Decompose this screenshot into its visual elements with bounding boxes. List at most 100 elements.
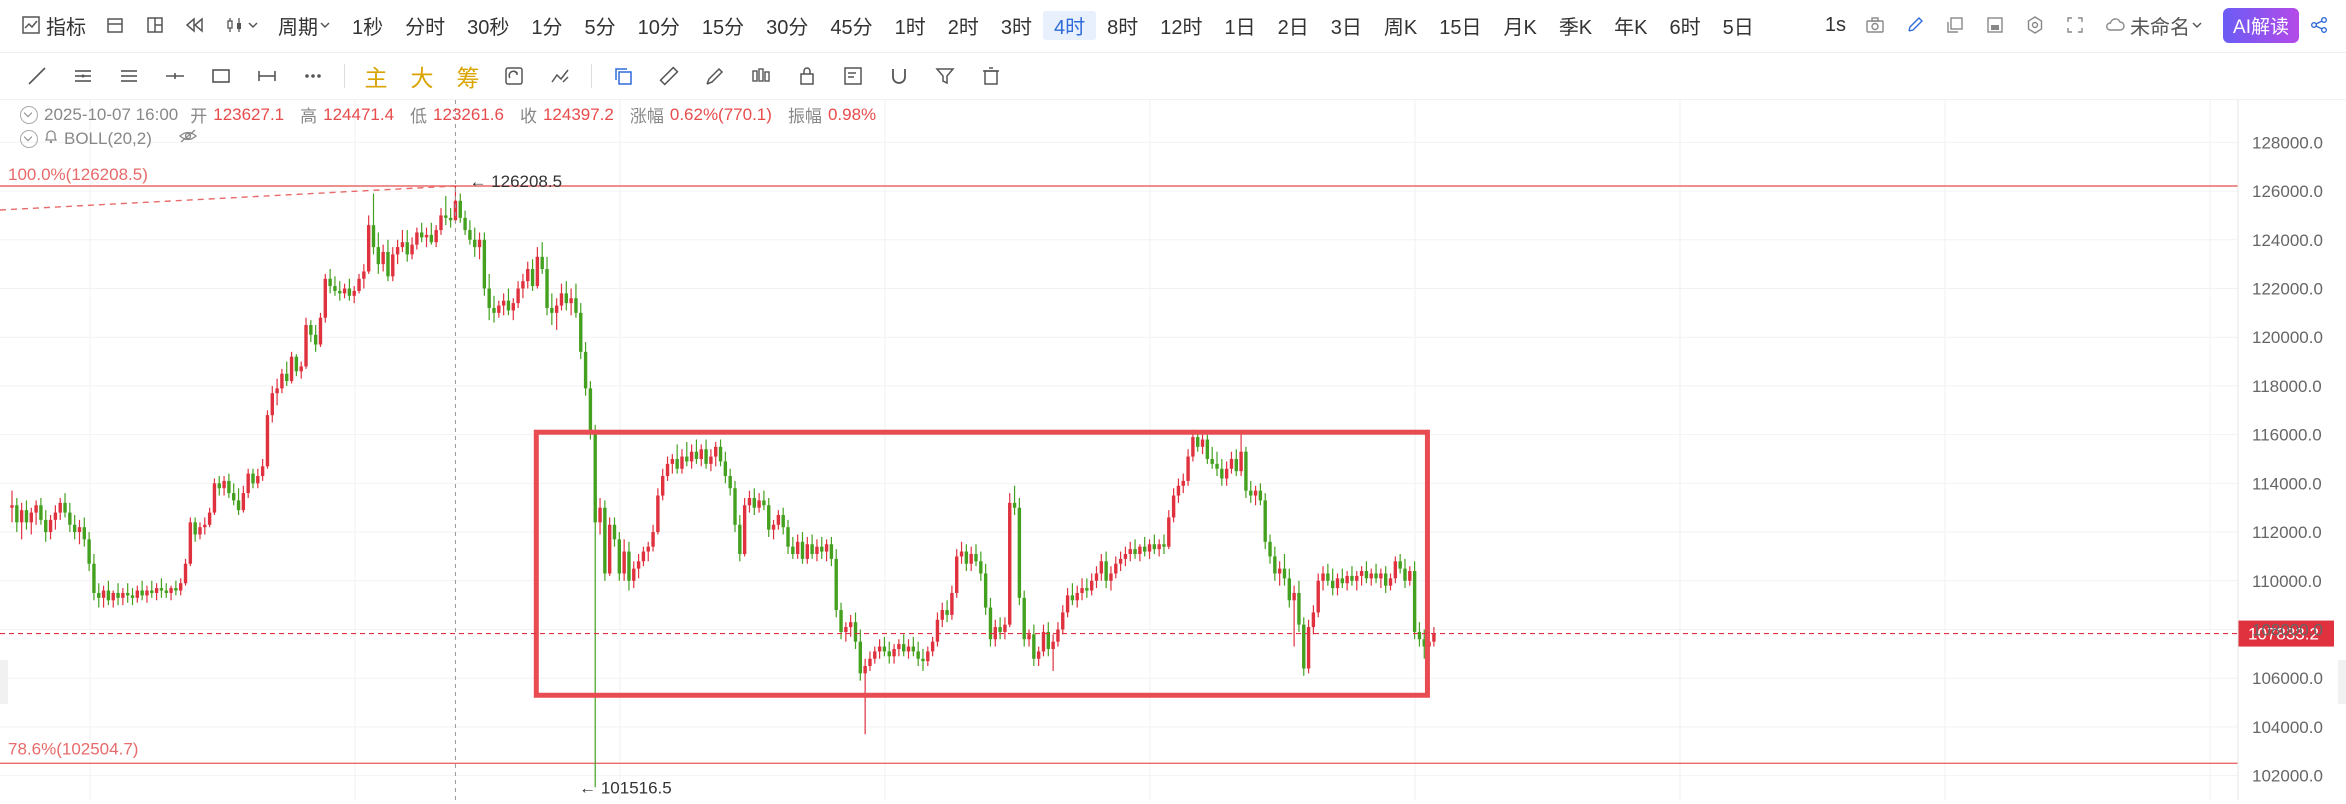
parallel-lines-tool[interactable] xyxy=(68,61,98,91)
candle-body xyxy=(689,451,694,462)
period-tab[interactable]: 1秒 xyxy=(352,16,384,39)
rectangle-icon xyxy=(212,69,230,83)
period-tab[interactable]: 30分 xyxy=(766,16,809,39)
delete-tool[interactable] xyxy=(976,61,1006,91)
candle-body xyxy=(135,590,140,598)
candle-body xyxy=(125,592,130,596)
period-tab[interactable]: 4时 xyxy=(1043,10,1097,40)
collapse-icon[interactable] xyxy=(20,105,38,124)
measure-tool[interactable] xyxy=(252,61,282,91)
horizontal-ray-tool[interactable] xyxy=(160,61,190,91)
period-tab[interactable]: 12时 xyxy=(1160,16,1203,39)
more-tools[interactable] xyxy=(298,61,328,91)
sync-tool[interactable] xyxy=(499,61,529,91)
candle-body xyxy=(661,476,665,496)
period-tab[interactable]: 1分 xyxy=(531,16,563,39)
period-tab[interactable]: 3时 xyxy=(1000,16,1032,39)
filter-tool[interactable] xyxy=(930,61,960,91)
strategy-tool[interactable] xyxy=(545,61,575,91)
rectangle-tool[interactable] xyxy=(206,61,236,91)
candle-body xyxy=(728,476,732,489)
bell-icon[interactable] xyxy=(44,128,58,149)
period-tab[interactable]: 2时 xyxy=(947,16,979,39)
copy-tool[interactable] xyxy=(608,61,638,91)
template-button[interactable] xyxy=(1975,5,2015,45)
period-tab[interactable]: 15日 xyxy=(1439,16,1482,39)
period-tab[interactable]: 季K xyxy=(1558,16,1593,39)
candle-body xyxy=(1171,495,1176,518)
candle-body xyxy=(714,446,718,457)
candle-body xyxy=(19,510,24,523)
candle-body xyxy=(44,519,48,533)
settings-button[interactable] xyxy=(2015,5,2055,45)
candle-body xyxy=(1032,634,1036,659)
big-order-toggle[interactable]: 大 xyxy=(410,65,434,91)
period-tab[interactable]: 45分 xyxy=(830,16,873,39)
channel-tool[interactable] xyxy=(114,61,144,91)
chart-overlay: 107833.2 ← 126208.5 ← 101516.5 xyxy=(0,100,2334,800)
period-tab[interactable]: 年K xyxy=(1614,16,1648,39)
candle-body xyxy=(742,505,747,554)
eye-hidden-icon[interactable] xyxy=(178,128,198,149)
magnet-tool[interactable] xyxy=(884,61,914,91)
period-tab[interactable]: 5日 xyxy=(1722,16,1754,39)
note-icon xyxy=(844,67,862,85)
screenshot-button[interactable] xyxy=(1855,5,1895,45)
candle-body xyxy=(1408,571,1412,581)
candles xyxy=(10,185,1436,788)
period-tab[interactable]: 30秒 xyxy=(467,16,510,39)
period-tab[interactable]: 3日 xyxy=(1330,16,1362,39)
candle-body xyxy=(424,234,429,238)
period-tab[interactable]: 5分 xyxy=(584,16,616,39)
period-tab[interactable]: 8时 xyxy=(1107,16,1139,39)
layout-name-dropdown[interactable]: 未命名 xyxy=(2095,5,2213,45)
chip-distribution-toggle[interactable]: 筹 xyxy=(456,65,480,91)
candle-body xyxy=(236,500,241,511)
candle-body xyxy=(1186,456,1190,481)
period-dropdown[interactable]: 周期 xyxy=(269,5,341,45)
left-panel-handle[interactable] xyxy=(0,660,8,704)
candle-body xyxy=(289,356,294,382)
period-tab[interactable]: 2日 xyxy=(1277,16,1309,39)
indicator-info-bar: BOLL(20,2) xyxy=(20,128,198,149)
note-tool[interactable] xyxy=(838,61,868,91)
collapse-icon[interactable] xyxy=(20,129,38,148)
lock-tool[interactable] xyxy=(792,61,822,91)
trendline-tool[interactable] xyxy=(22,61,52,91)
candle-compare-tool[interactable] xyxy=(746,61,776,91)
right-panel-handle[interactable] xyxy=(2338,660,2346,704)
period-tab[interactable]: 周K xyxy=(1383,16,1418,39)
brush-tool[interactable] xyxy=(700,61,730,91)
indicator-button[interactable]: 指标 xyxy=(0,5,95,45)
rewind-icon xyxy=(184,14,206,36)
main-indicator-toggle[interactable]: 主 xyxy=(364,65,388,91)
candle-body xyxy=(824,544,829,552)
expand-button[interactable] xyxy=(2055,5,2095,45)
period-tab[interactable]: 6时 xyxy=(1669,16,1701,39)
candle-body xyxy=(1282,568,1287,579)
interval-label[interactable]: 1s xyxy=(1824,13,1847,36)
candle-body xyxy=(921,658,925,662)
candle-body xyxy=(275,388,279,394)
ruler-tool[interactable] xyxy=(654,61,684,91)
chevron-down-icon xyxy=(246,14,260,36)
period-tab[interactable]: 1日 xyxy=(1224,16,1256,39)
layout-button[interactable] xyxy=(135,5,175,45)
chart-type-button[interactable] xyxy=(215,5,269,45)
draw-button[interactable] xyxy=(1895,5,1935,45)
period-tab[interactable]: 月K xyxy=(1503,16,1537,39)
fullscreen-window-button[interactable] xyxy=(1935,5,1975,45)
period-tab[interactable]: 分时 xyxy=(405,16,446,39)
replay-button[interactable] xyxy=(175,5,215,45)
period-tab[interactable]: 10分 xyxy=(637,16,680,39)
ai-analysis-button[interactable]: AI解读 xyxy=(2223,7,2299,43)
share-button[interactable] xyxy=(2299,5,2330,45)
current-price-tag xyxy=(2238,620,2334,647)
period-tab[interactable]: 15分 xyxy=(701,16,745,39)
ruler-icon xyxy=(659,66,679,86)
candle-body xyxy=(535,256,540,287)
calendar-button[interactable] xyxy=(95,5,135,45)
period-tab[interactable]: 1时 xyxy=(894,16,926,39)
candle-body xyxy=(1147,544,1152,552)
